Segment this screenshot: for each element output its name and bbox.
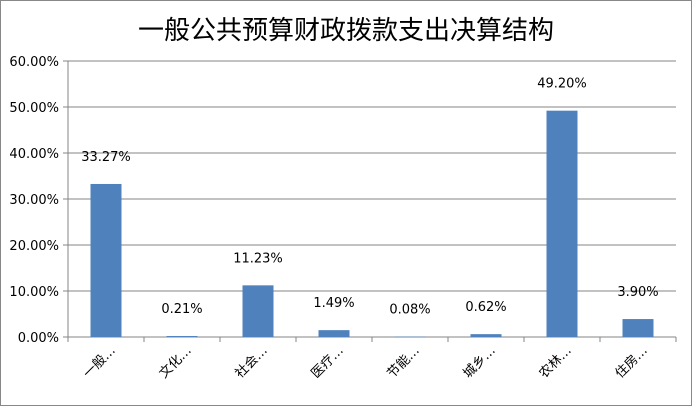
- data-label: 49.20%: [537, 77, 587, 92]
- category-labels: 一般… 文化… 社会… 医疗… 节能… 城乡… 农林… 住房…: [80, 343, 651, 382]
- category-label: 医疗…: [309, 343, 347, 381]
- category-label: 住房…: [612, 343, 651, 382]
- y-tick-label: 60.00%: [9, 55, 59, 70]
- y-tick-label: 30.00%: [9, 193, 59, 208]
- data-label: 0.62%: [465, 300, 506, 315]
- bar: [546, 110, 578, 338]
- category-label: 城乡…: [461, 343, 499, 381]
- data-label: 0.21%: [161, 302, 202, 317]
- data-label: 33.27%: [81, 150, 131, 165]
- bar: [470, 334, 502, 337]
- data-label: 1.49%: [313, 296, 354, 311]
- y-tick-label: 0.00%: [18, 331, 59, 346]
- gridlines: [63, 60, 676, 338]
- bars: [90, 110, 654, 338]
- bar: [318, 330, 350, 337]
- bar: [622, 319, 654, 337]
- bar: [90, 183, 122, 337]
- y-tick-label: 20.00%: [9, 239, 59, 254]
- category-label: 一般…: [80, 343, 119, 382]
- category-label: 文化…: [157, 343, 195, 381]
- y-tick-label: 50.00%: [9, 101, 59, 116]
- y-tick-label: 40.00%: [9, 147, 59, 162]
- data-label: 0.08%: [389, 303, 430, 318]
- bar: [166, 336, 198, 337]
- bar: [242, 285, 274, 337]
- data-label: 11.23%: [233, 251, 283, 266]
- data-labels: 33.27% 0.21% 11.23% 1.49% 0.08% 0.62% 49.20% 3.…: [81, 77, 658, 318]
- chart-title: 一般公共预算财政拨款支出决算结构: [137, 16, 554, 46]
- y-tick-label: 10.00%: [9, 285, 59, 300]
- category-label: 社会…: [232, 343, 271, 382]
- category-label: 农林…: [537, 343, 575, 381]
- bar: [394, 336, 426, 338]
- data-label: 3.90%: [617, 285, 658, 300]
- category-label: 节能…: [385, 343, 423, 381]
- axes: 0.00% 10.00% 20.00% 30.00% 40.00% 50.00% 60.00…: [9, 55, 677, 346]
